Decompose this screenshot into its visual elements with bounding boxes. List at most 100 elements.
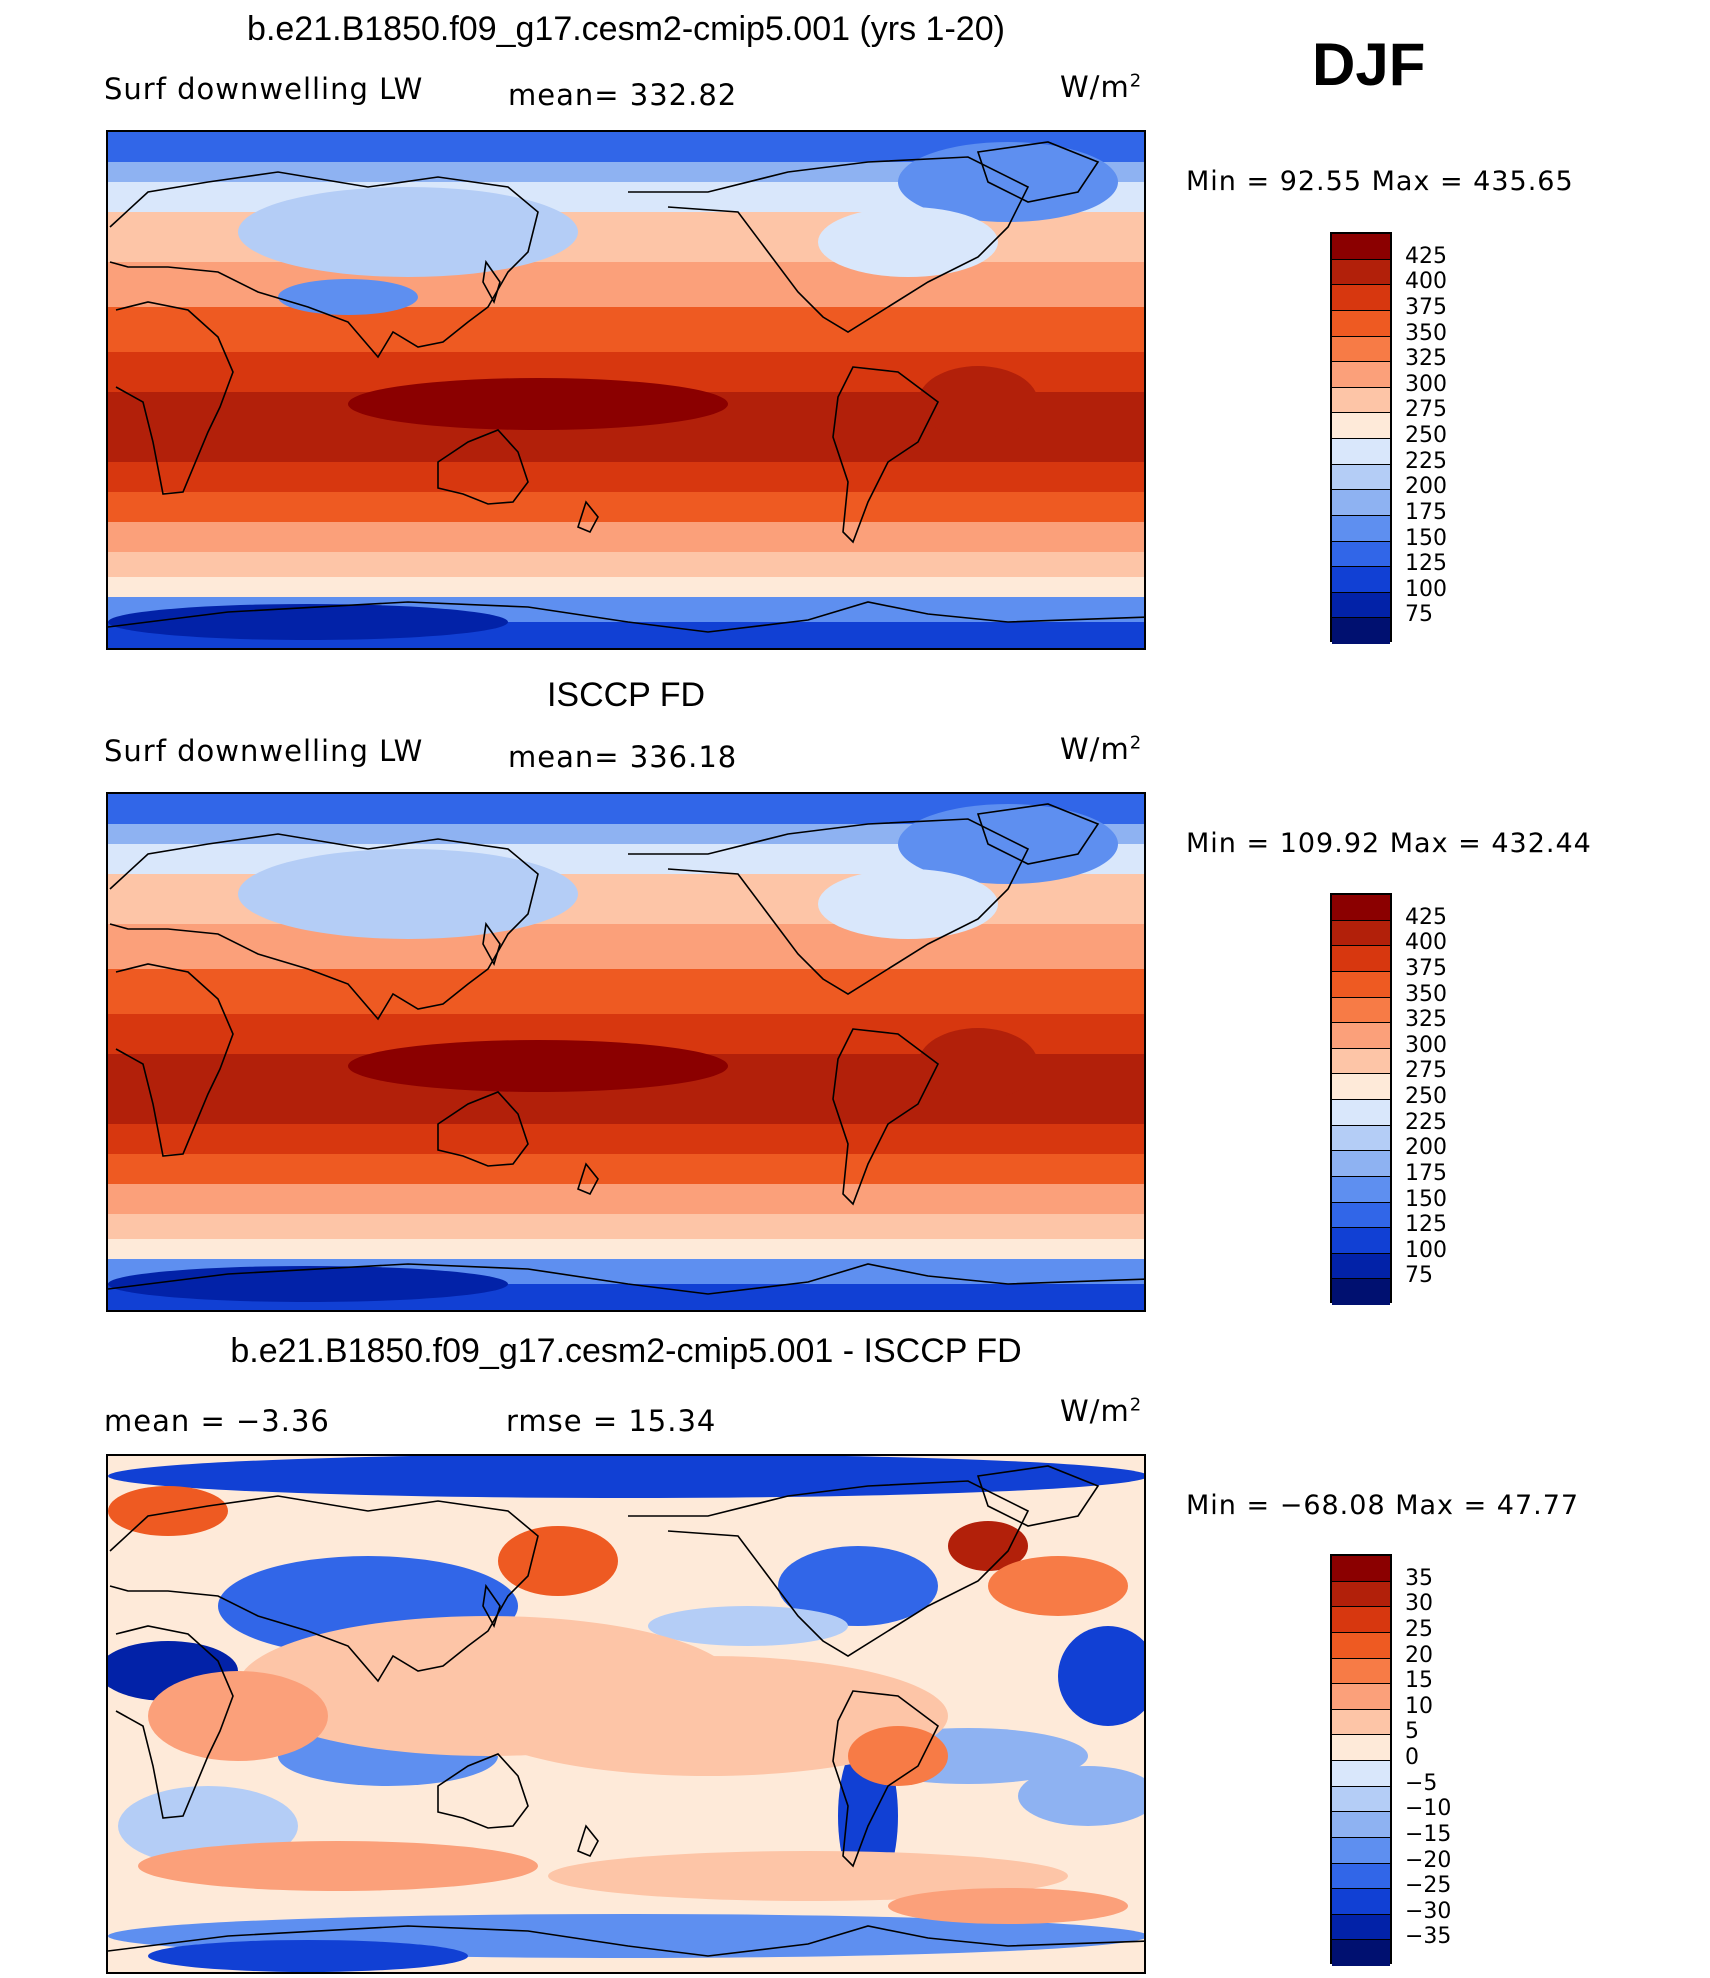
panel1-minmax-label: Min = 92.55 Max = 435.65 [1186,166,1574,197]
colorbar-tick-label: −5 [1405,1770,1438,1796]
positive-anomaly [948,1521,1028,1571]
colorbar-segment [1332,1684,1390,1710]
colorbar-tick-label: 10 [1405,1693,1433,1719]
colorbar-tick-label: 100 [1405,576,1447,602]
panel2-title: ISCCP FD [546,676,706,714]
colorbar-segment [1332,413,1390,439]
latitude-band [108,1239,1144,1259]
colorbar-segment [1332,592,1390,619]
latitude-band [108,262,1144,307]
negative-anomaly [148,1940,468,1972]
colorbar-segment [1332,1556,1390,1582]
colorbar-tick-label: 300 [1405,1032,1447,1058]
colorbar-tick-label: −25 [1405,1873,1452,1899]
colorbar-tick-label: 200 [1405,474,1447,500]
coastline [109,1495,539,1683]
colorbar-segment [1332,1735,1390,1761]
positive-anomaly [548,1851,1068,1901]
colorbar-segment [1332,946,1390,972]
colorbar-tick-label: 350 [1405,320,1447,346]
colorbar-tick-label: 20 [1405,1642,1433,1668]
colorbar-segment [1332,1151,1390,1177]
coastline [109,833,539,1021]
colorbar-segment [1332,1023,1390,1049]
latitude-band [108,824,1144,844]
colorbar-tick-label: 30 [1405,1591,1433,1617]
colorbar-tick-label: 175 [1405,1160,1447,1186]
panel1-units-label: W/m2 [1060,70,1143,104]
warm-pool [348,1040,728,1092]
panel2-minmax-label: Min = 109.92 Max = 432.44 [1186,828,1592,859]
positive-anomaly [468,1656,948,1776]
colorbar-segment [1332,1253,1390,1280]
colorbar-segment [1332,1100,1390,1126]
coastline [109,171,539,359]
cold-region [238,849,578,939]
colorbar-segment [1332,1176,1390,1203]
coastline [115,963,234,1157]
cold-region [818,207,998,277]
colorbar-segment [1332,1048,1390,1075]
warm-pool [348,378,728,430]
positive-anomaly [138,1841,538,1891]
coastline [976,141,1100,203]
warm-region [918,1028,1038,1100]
panel3-rmse-label: rmse = 15.34 [506,1404,717,1438]
colorbar-segment [1332,259,1390,286]
panel2-units-label: W/m2 [1060,732,1143,766]
colorbar-segment [1332,362,1390,388]
latitude-band [108,462,1144,492]
colorbar-segment [1332,567,1390,593]
colorbar-tick-label: 350 [1405,981,1447,1007]
panel2-map [106,792,1146,1312]
colorbar-tick-label: 125 [1405,551,1447,577]
panel1-mean-label: mean= 332.82 [508,78,738,112]
colorbar-segment [1332,1581,1390,1608]
coastline [108,601,1144,633]
colorbar-segment [1332,234,1390,260]
colorbar-segment [1332,920,1390,947]
colorbar-tick-label: 400 [1405,269,1447,295]
coastline [628,156,1030,333]
colorbar-segment [1332,1074,1390,1100]
colorbar-tick-label: 75 [1405,1263,1433,1289]
coastline [115,1625,234,1819]
positive-anomaly [848,1726,948,1786]
panel1-variable-label: Surf downwelling LW [104,72,424,106]
positive-anomaly [108,1486,228,1536]
negative-anomaly [1058,1626,1144,1726]
colorbar-tick-label: 275 [1405,1058,1447,1084]
positive-anomaly [988,1556,1128,1616]
panel3-map-svg [108,1456,1144,1972]
colorbar-segment [1332,895,1390,921]
colorbar-segment [1332,1125,1390,1152]
cold-region [278,279,418,315]
panel2-map-svg [108,794,1144,1310]
colorbar-segment [1332,1863,1390,1890]
colorbar-segment [1332,971,1390,998]
colorbar-tick-label: 325 [1405,1007,1447,1033]
colorbar-tick-label: 300 [1405,371,1447,397]
latitude-band [108,522,1144,552]
latitude-band [108,552,1144,577]
colorbar-segment [1332,1709,1390,1736]
coastline [976,1465,1100,1527]
colorbar-tick-label: 425 [1405,904,1447,930]
colorbar-segment [1332,1786,1390,1813]
colorbar-segment [1332,1914,1390,1941]
latitude-band [108,577,1144,597]
colorbar-segment [1332,1279,1390,1305]
colorbar-tick-label: 375 [1405,294,1447,320]
cold-region [818,869,998,939]
colorbar-tick-label: 150 [1405,1186,1447,1212]
coastline [832,1028,940,1206]
colorbar-tick-label: −10 [1405,1796,1452,1822]
colorbar-tick-label: 275 [1405,397,1447,423]
colorbar-segment [1332,1940,1390,1966]
colorbar-tick-label: 425 [1405,243,1447,269]
coastline [577,1162,599,1196]
antarctic-cold [108,1266,508,1302]
negative-anomaly [778,1546,938,1626]
cold-region [898,804,1118,884]
coastline [832,1690,940,1868]
